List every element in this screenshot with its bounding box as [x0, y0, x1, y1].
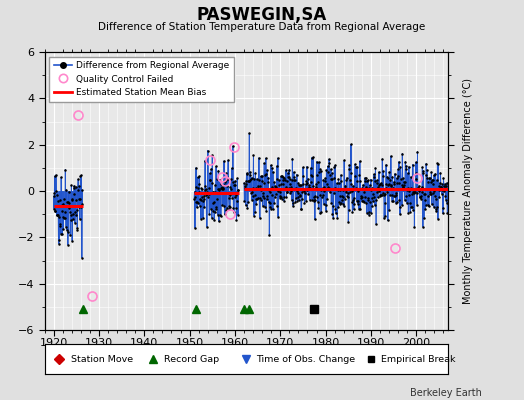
Text: Berkeley Earth: Berkeley Earth: [410, 388, 482, 398]
Text: Difference of Station Temperature Data from Regional Average: Difference of Station Temperature Data f…: [99, 22, 425, 32]
Text: Empirical Break: Empirical Break: [381, 354, 456, 364]
Y-axis label: Monthly Temperature Anomaly Difference (°C): Monthly Temperature Anomaly Difference (…: [463, 78, 473, 304]
Text: Station Move: Station Move: [71, 354, 133, 364]
Text: Record Gap: Record Gap: [163, 354, 219, 364]
Text: PASWEGIN,SA: PASWEGIN,SA: [197, 6, 327, 24]
Legend: Difference from Regional Average, Quality Control Failed, Estimated Station Mean: Difference from Regional Average, Qualit…: [49, 56, 234, 102]
Text: Time of Obs. Change: Time of Obs. Change: [256, 354, 355, 364]
